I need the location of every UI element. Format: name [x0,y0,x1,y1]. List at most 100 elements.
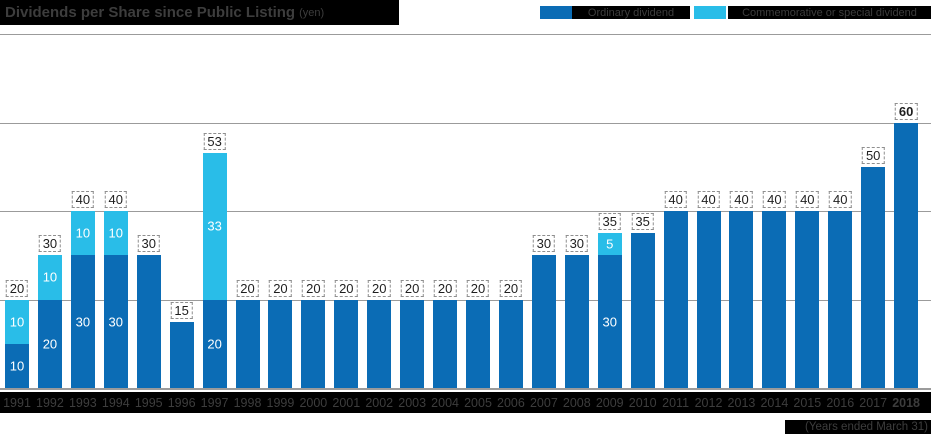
bar-1999 [268,299,293,388]
title-unit: (yen) [299,6,325,19]
bar-2009: 5 30 [597,233,622,388]
bar-2015 [795,211,820,388]
bar-2009-ordinary-value: 30 [602,314,617,330]
chart-title-bar: Dividends per Share since Public Listing… [0,0,399,25]
plot-area: 10 10 20 10 20 30 10 30 40 10 30 40 30 15 33 20 53 20 20 20… [0,34,931,390]
bar-1998 [235,299,260,388]
year-label-2011: 2011 [662,395,690,410]
year-label-2010: 2010 [628,395,657,410]
total-label-1993: 40 [71,191,95,208]
total-label-2017: 50 [861,146,885,164]
year-label-2006: 2006 [497,395,525,410]
year-label-2014: 2014 [760,395,789,410]
year-label-1994: 1994 [101,395,130,410]
total-label-1994: 40 [104,191,128,208]
bar-2011-ordinary-segment [663,211,688,388]
bar-2001 [334,299,359,388]
bar-1994-special-value: 10 [108,225,124,241]
year-label-2001: 2001 [332,395,361,410]
bar-1997-ordinary-segment: 20 [202,299,227,388]
total-label-1995: 30 [137,235,160,253]
gridline-40 [0,211,931,212]
legend-label-special: Commemorative or special dividend [728,6,931,19]
bar-1994-special-segment: 10 [103,211,128,256]
year-label-1999: 1999 [266,395,295,410]
total-label-2013: 40 [730,191,753,208]
bar-1996-ordinary-segment [169,321,194,388]
total-label-2008: 30 [565,235,589,253]
bar-2014 [762,211,787,388]
year-label-2007: 2007 [529,395,558,410]
year-label-1997: 1997 [200,395,229,410]
total-label-1997: 53 [203,133,226,151]
bar-2018-ordinary-segment [894,122,919,388]
bar-2017 [861,166,886,388]
bar-1997: 33 20 [202,153,227,388]
total-label-2010: 35 [631,213,654,231]
year-label-2017: 2017 [859,395,888,410]
total-label-1992: 30 [38,235,62,253]
year-label-2005: 2005 [464,395,492,410]
legend-label-ordinary-text: Ordinary dividend [587,6,675,19]
legend-swatch-ordinary [540,6,572,19]
bar-2010-ordinary-segment [630,233,655,388]
bar-2006-ordinary-segment [498,299,523,388]
bar-1993: 10 30 [70,211,95,388]
bar-1997-special-segment: 33 [202,153,227,300]
year-label-2018: 2018 [892,395,921,410]
bar-2003 [400,299,425,388]
bar-2017-ordinary-segment [861,166,886,388]
bar-1993-ordinary-value: 30 [75,314,91,330]
total-label-2002: 20 [367,279,391,297]
bar-1991-ordinary-value: 10 [9,358,25,374]
bar-2015-ordinary-segment [795,211,820,388]
year-label-2012: 2012 [694,395,723,410]
total-label-2007: 30 [532,235,556,253]
legend-label-ordinary: Ordinary dividend [572,6,690,19]
bar-2014-ordinary-segment [762,211,787,388]
total-label-2000: 20 [302,279,325,297]
bar-1991-special-value: 10 [9,314,25,330]
total-label-1991: 20 [5,279,29,297]
bar-1997-special-value: 33 [207,218,222,234]
bar-1994-ordinary-value: 30 [108,314,124,330]
bar-1992-ordinary-segment: 20 [37,299,62,388]
bar-1995 [136,255,161,388]
legend-swatch-special [694,6,726,19]
total-label-2014: 40 [763,191,786,208]
year-label-2015: 2015 [793,395,822,410]
bar-1992-ordinary-value: 20 [42,336,58,352]
total-label-2004: 20 [433,279,457,297]
bar-2000-ordinary-segment [301,299,326,388]
bar-2013 [729,211,754,388]
bar-2001-ordinary-segment [334,299,359,388]
total-label-2011: 40 [664,191,687,208]
year-label-1993: 1993 [68,395,97,410]
total-label-1999: 20 [269,279,292,297]
bar-2010 [630,233,655,388]
bar-2008-ordinary-segment [564,255,589,388]
year-label-1996: 1996 [167,395,196,410]
x-axis-strip: 1991 1992 1993 1994 1995 1996 1997 1998 1999 2000… [0,392,931,413]
year-label-2016: 2016 [826,395,855,410]
bar-2002 [367,299,392,388]
total-label-2006: 20 [499,279,523,297]
gridline-20 [0,299,931,301]
footnote-bar: (Years ended March 31) [785,420,931,434]
bar-2007-ordinary-segment [531,255,556,388]
year-label-2002: 2002 [365,395,394,410]
year-label-2000: 2000 [299,395,328,410]
year-label-1991: 1991 [3,395,31,410]
bar-2000 [301,299,326,388]
total-label-2016: 40 [829,191,852,208]
bar-1992-special-segment: 10 [37,255,62,300]
total-label-1996: 15 [170,301,193,319]
total-label-2003: 20 [400,279,424,297]
bar-1993-special-segment: 10 [70,211,95,256]
bar-2008 [564,255,589,388]
bar-1999-ordinary-segment [268,299,293,388]
bar-2003-ordinary-segment [400,299,425,388]
year-label-1998: 1998 [233,395,262,410]
total-label-1998: 20 [236,279,259,297]
gridline-60 [0,122,931,124]
